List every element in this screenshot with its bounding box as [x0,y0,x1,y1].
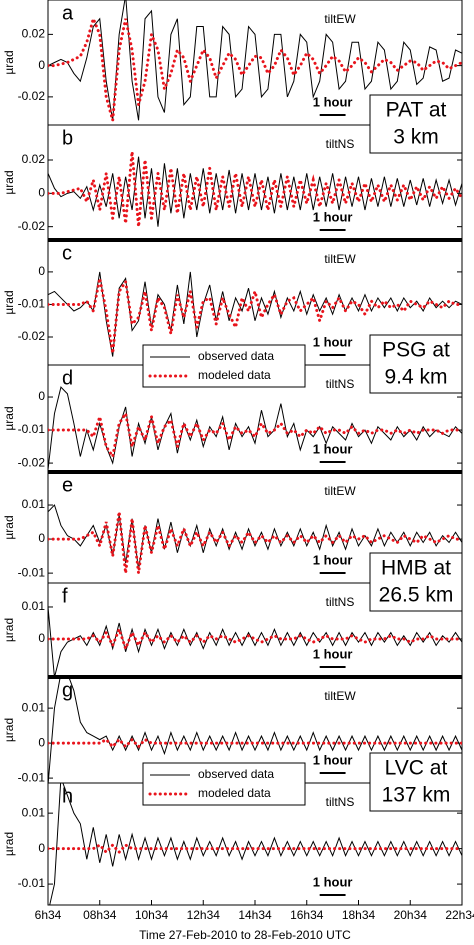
panel-letter: a [62,2,74,24]
y-tick-label: 0.01 [22,805,46,819]
data-line [49,783,462,905]
y-tick-label: 0.02 [22,27,46,41]
y-tick-label: 0 [38,631,45,645]
scale-bar-label: 1 hour [313,646,353,661]
station-label: PAT at [386,99,447,122]
panel-letter: e [62,474,73,496]
panel-letter: g [62,679,73,701]
y-tick-label: -0.01 [18,565,46,579]
x-tick-label: 6h34 [35,908,62,922]
panel-letter: h [62,785,73,807]
y-tick-label: -0.02 [18,89,46,103]
scale-bar-label: 1 hour [313,752,353,767]
station-label: 3 km [393,126,439,149]
panel-title: tiltEW [324,252,356,266]
legend-label: modeled data [198,368,271,382]
station-box [369,752,463,812]
station-box [369,94,463,154]
y-tick-label: -0.02 [18,219,46,233]
x-tick-label: 14h34 [238,908,272,922]
station-label: PSG at [382,339,450,362]
x-tick-label: 12h34 [187,908,221,922]
panel-letter: d [62,367,73,389]
x-tick-label: 10h34 [135,908,169,922]
x-tick-label: 22h34 [445,908,474,922]
y-tick-label: -0.01 [18,297,46,311]
legend-label: modeled data [198,786,271,800]
station-box [369,334,463,394]
y-axis-label: µrad [2,832,16,856]
y-axis-label: µrad [2,170,16,194]
data-line [48,511,462,574]
y-axis-label: µrad [2,290,16,314]
y-tick-label: 0 [38,389,45,403]
y-tick-label: 0 [38,841,45,855]
data-line [48,409,462,461]
y-tick-label: 0 [38,264,45,278]
y-tick-label: -0.02 [18,455,46,469]
station-label: 137 km [382,784,451,807]
scale-bar-label: 1 hour [313,334,353,349]
panel-title: tiltEW [324,689,356,703]
x-tick-label: 18h34 [342,908,376,922]
x-axis-label: Time 27-Feb-2010 to 28-Feb-2010 UTC [139,928,351,942]
panel-title: tiltNS [326,377,355,391]
legend-label: observed data [198,349,274,363]
y-tick-label: -0.01 [18,876,46,890]
y-axis-label: µrad [2,515,16,539]
panel-letter: c [62,242,72,264]
y-tick-label: 0 [38,186,45,200]
legend-label: observed data [198,767,274,781]
x-tick-label: 08h34 [83,908,117,922]
panel-title: tiltNS [326,795,355,809]
data-line [48,386,462,470]
panel-title: tiltEW [324,12,356,26]
y-axis-label: µrad [2,718,16,742]
data-line [48,151,462,227]
y-axis-label: µrad [2,618,16,642]
y-tick-label: 0.01 [22,497,46,511]
panel-title: tiltEW [324,484,356,498]
y-tick-label: 0 [38,58,45,72]
scale-bar-label: 1 hour [313,209,353,224]
y-tick-label: 0.01 [22,599,46,613]
station-label: HMB at [381,557,451,580]
y-axis-label: µrad [2,50,16,74]
station-label: LVC at [385,757,448,780]
legend-box [142,762,306,806]
panel-title: tiltNS [326,595,355,609]
panel-title: tiltNS [326,137,355,151]
station-box [369,552,463,612]
data-line [48,156,462,227]
panel-letter: b [62,127,73,149]
y-tick-label: -0.01 [18,422,46,436]
y-tick-label: -0.01 [18,770,46,784]
data-line [48,625,462,653]
y-axis-label: µrad [2,406,16,430]
scale-bar-label: 1 hour [313,552,353,567]
y-tick-label: 0 [38,531,45,545]
y-tick-label: 0.02 [22,152,46,166]
x-tick-label: 16h34 [290,908,324,922]
data-line [48,14,462,121]
data-line [48,277,462,354]
y-tick-label: 0.01 [22,700,46,714]
station-label: 9.4 km [384,366,447,389]
y-tick-label: -0.02 [18,329,46,343]
scale-bar-label: 1 hour [313,94,353,109]
legend-box [142,344,306,388]
scale-bar-label: 1 hour [313,441,353,456]
x-tick-label: 20h34 [394,908,428,922]
scale-bar-label: 1 hour [313,874,353,889]
station-label: 26.5 km [379,584,454,607]
y-tick-label: 0 [38,735,45,749]
panel-letter: f [62,585,68,607]
